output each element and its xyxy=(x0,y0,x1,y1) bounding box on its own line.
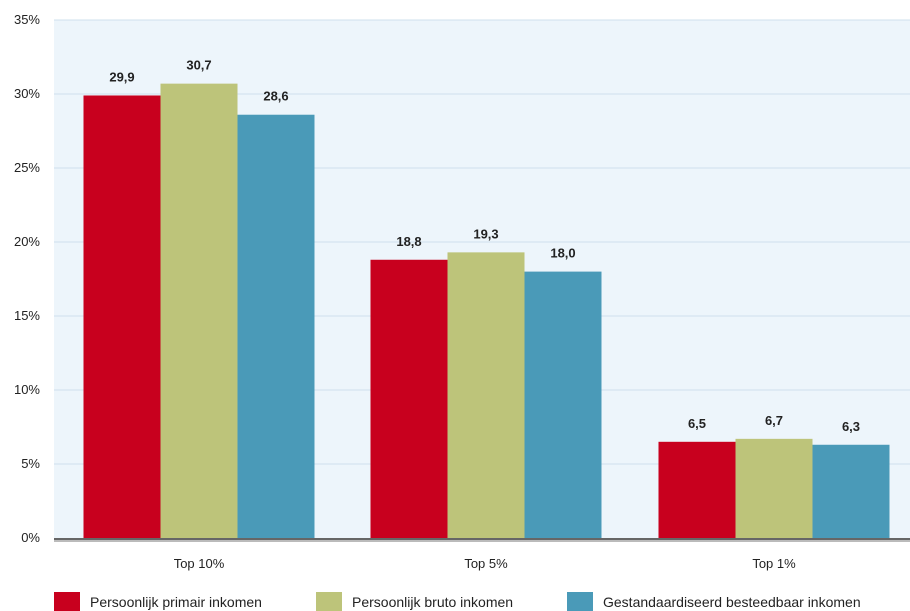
data-label: 30,7 xyxy=(186,58,211,73)
legend-swatch xyxy=(567,592,593,611)
x-category-label: Top 10% xyxy=(174,556,225,571)
data-label: 18,8 xyxy=(396,234,421,249)
legend-swatch xyxy=(316,592,342,611)
bar xyxy=(658,441,736,538)
legend-label: Gestandaardiseerd besteedbaar inkomen xyxy=(603,594,861,610)
bar xyxy=(735,438,813,538)
data-label: 29,9 xyxy=(109,69,134,84)
data-label: 18,0 xyxy=(550,246,575,261)
bar xyxy=(370,259,448,538)
bar xyxy=(160,83,238,538)
bar xyxy=(524,271,602,538)
bar xyxy=(447,252,525,539)
y-tick-label: 30% xyxy=(14,86,40,101)
y-tick-label: 5% xyxy=(21,456,40,471)
bar xyxy=(237,114,315,538)
data-label: 6,3 xyxy=(842,419,860,434)
data-label: 6,5 xyxy=(688,416,706,431)
legend-swatch xyxy=(54,592,80,611)
legend-label: Persoonlijk primair inkomen xyxy=(90,594,262,610)
x-category-label: Top 1% xyxy=(752,556,796,571)
y-tick-label: 20% xyxy=(14,234,40,249)
bar xyxy=(812,444,890,538)
y-tick-label: 0% xyxy=(21,530,40,545)
data-label: 28,6 xyxy=(263,89,288,104)
y-tick-label: 35% xyxy=(14,12,40,27)
legend-label: Persoonlijk bruto inkomen xyxy=(352,594,513,610)
data-label: 6,7 xyxy=(765,413,783,428)
y-tick-label: 25% xyxy=(14,160,40,175)
bar xyxy=(83,95,161,538)
y-tick-label: 10% xyxy=(14,382,40,397)
data-label: 19,3 xyxy=(473,226,498,241)
x-category-label: Top 5% xyxy=(464,556,508,571)
y-tick-label: 15% xyxy=(14,308,40,323)
